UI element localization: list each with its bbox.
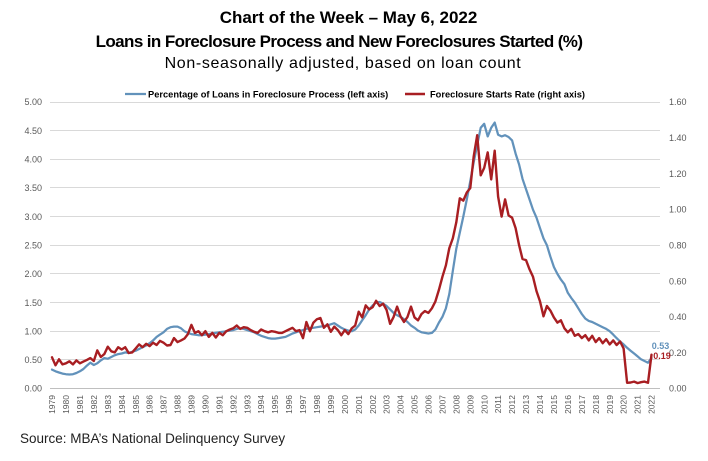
- svg-text:1981: 1981: [75, 395, 85, 414]
- svg-text:1997: 1997: [298, 395, 308, 414]
- svg-text:Percentage of Loans in Foreclo: Percentage of Loans in Foreclosure Proce…: [148, 89, 388, 99]
- svg-text:0.20: 0.20: [669, 348, 687, 358]
- svg-text:1995: 1995: [270, 395, 280, 414]
- svg-text:1.20: 1.20: [669, 169, 687, 179]
- svg-text:2013: 2013: [521, 395, 531, 414]
- svg-text:1987: 1987: [159, 395, 169, 414]
- svg-text:0.50: 0.50: [24, 355, 42, 365]
- svg-text:2003: 2003: [382, 395, 392, 414]
- svg-text:1990: 1990: [201, 395, 211, 414]
- svg-text:2001: 2001: [354, 395, 364, 414]
- svg-text:1979: 1979: [47, 395, 57, 414]
- svg-text:0.60: 0.60: [669, 276, 687, 286]
- svg-text:2012: 2012: [507, 395, 517, 414]
- svg-text:2006: 2006: [424, 395, 434, 414]
- svg-text:2004: 2004: [396, 395, 406, 414]
- svg-text:1983: 1983: [103, 395, 113, 414]
- svg-text:2021: 2021: [633, 395, 643, 414]
- svg-text:2005: 2005: [410, 395, 420, 414]
- svg-text:1996: 1996: [284, 395, 294, 414]
- svg-text:2017: 2017: [577, 395, 587, 414]
- svg-text:2007: 2007: [438, 395, 448, 414]
- svg-text:1991: 1991: [214, 395, 224, 414]
- svg-text:2009: 2009: [465, 395, 475, 414]
- svg-text:3.00: 3.00: [24, 212, 42, 222]
- svg-text:1992: 1992: [228, 395, 238, 414]
- svg-text:2002: 2002: [368, 395, 378, 414]
- svg-text:0.00: 0.00: [24, 384, 42, 394]
- svg-text:1.60: 1.60: [669, 97, 687, 107]
- svg-text:5.00: 5.00: [24, 97, 42, 107]
- svg-text:1999: 1999: [326, 395, 336, 414]
- svg-text:1986: 1986: [145, 395, 155, 414]
- svg-text:2018: 2018: [591, 395, 601, 414]
- svg-text:1980: 1980: [61, 395, 71, 414]
- svg-text:2014: 2014: [535, 395, 545, 414]
- svg-text:0.80: 0.80: [669, 240, 687, 250]
- svg-text:1.50: 1.50: [24, 298, 42, 308]
- svg-text:1982: 1982: [89, 395, 99, 414]
- svg-text:0.00: 0.00: [669, 384, 687, 394]
- svg-text:2011: 2011: [493, 395, 503, 414]
- svg-text:3.50: 3.50: [24, 183, 42, 193]
- svg-text:2000: 2000: [340, 395, 350, 414]
- svg-text:2015: 2015: [549, 395, 559, 414]
- svg-text:4.50: 4.50: [24, 126, 42, 136]
- svg-text:1989: 1989: [187, 395, 197, 414]
- svg-text:2010: 2010: [479, 395, 489, 414]
- svg-text:2.00: 2.00: [24, 269, 42, 279]
- svg-text:2019: 2019: [605, 395, 615, 414]
- svg-text:2008: 2008: [451, 395, 461, 414]
- svg-text:0.53: 0.53: [652, 341, 670, 351]
- svg-text:1993: 1993: [242, 395, 252, 414]
- svg-text:0.40: 0.40: [669, 312, 687, 322]
- svg-text:0.19: 0.19: [653, 351, 671, 361]
- svg-text:2.50: 2.50: [24, 240, 42, 250]
- svg-text:1985: 1985: [131, 395, 141, 414]
- svg-text:1.00: 1.00: [24, 326, 42, 336]
- svg-text:Foreclosure Starts Rate (right: Foreclosure Starts Rate (right axis): [430, 89, 585, 99]
- svg-text:1988: 1988: [173, 395, 183, 414]
- svg-text:1.00: 1.00: [669, 205, 687, 215]
- svg-text:2020: 2020: [619, 395, 629, 414]
- svg-text:1984: 1984: [117, 395, 127, 414]
- svg-text:1994: 1994: [256, 395, 266, 414]
- svg-text:1998: 1998: [312, 395, 322, 414]
- svg-text:1.40: 1.40: [669, 133, 687, 143]
- svg-text:2022: 2022: [647, 395, 657, 414]
- svg-text:4.00: 4.00: [24, 155, 42, 165]
- svg-text:2016: 2016: [563, 395, 573, 414]
